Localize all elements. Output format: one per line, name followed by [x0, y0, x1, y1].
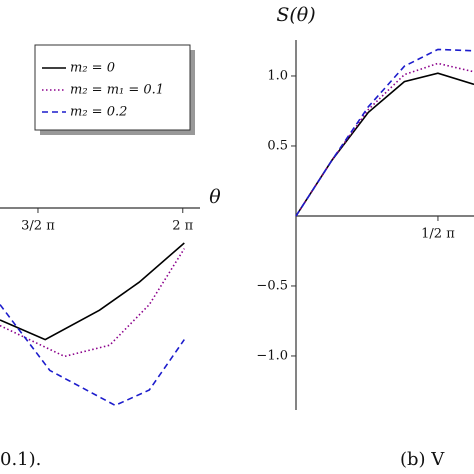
x-axis-label: θ	[209, 186, 221, 208]
series-line	[295, 48, 474, 217]
series-line	[295, 72, 474, 217]
y-tick-label: 0.5	[267, 138, 288, 153]
caption: 0.1).	[0, 449, 41, 470]
caption: (b) V	[400, 449, 445, 470]
legend-label: m₂ = m₁ = 0.1	[70, 83, 164, 98]
y-tick-label: 1.0	[267, 68, 288, 83]
legend-box	[34, 44, 191, 131]
y-axis-label: S(θ)	[276, 4, 315, 26]
y-tick-label: −1.0	[256, 348, 288, 363]
series-line	[0, 248, 185, 358]
legend-label: m₂ = 0	[70, 61, 115, 76]
series-line	[0, 242, 185, 341]
x-tick-label: 2 π	[172, 219, 193, 234]
series-line	[295, 62, 474, 217]
legend: m₂ = 0 m₂ = m₁ = 0.1 m₂ = 0.2	[34, 44, 195, 135]
y-tick-label: −0.5	[256, 278, 288, 293]
x-tick-label: 3/2 π	[21, 219, 55, 234]
x-tick-label: 1/2 π	[421, 226, 455, 241]
series-line	[0, 304, 185, 407]
legend-label: m₂ = 0.2	[70, 105, 127, 120]
